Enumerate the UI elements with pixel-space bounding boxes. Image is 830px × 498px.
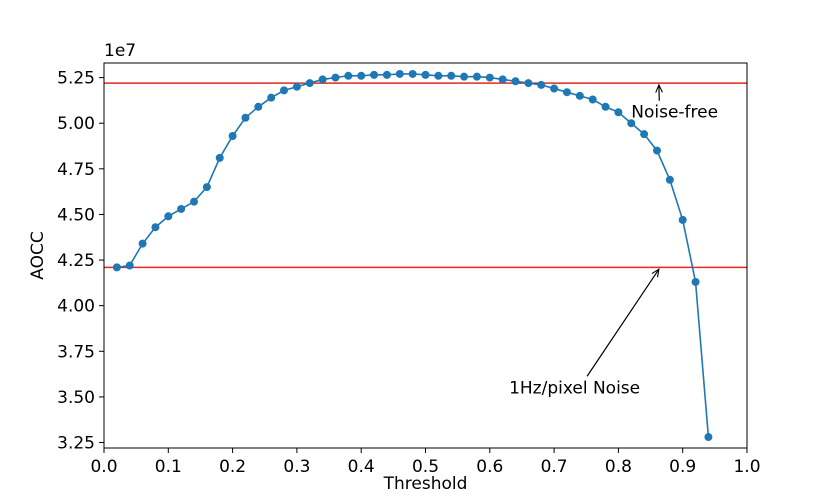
data-point [125,261,134,270]
x-tick-label: 1.0 [733,457,760,477]
data-point [537,80,546,89]
data-point [652,146,661,155]
x-tick-label: 0.7 [541,457,568,477]
data-point [241,113,250,122]
x-tick-label: 0.6 [476,457,503,477]
data-point [267,93,276,102]
annotation-layer: Noise-free 1Hz/pixel Noise [509,85,718,398]
annotation-label: 1Hz/pixel Noise [509,378,640,398]
data-point [202,183,211,192]
data-point [357,71,366,80]
data-point [254,102,263,111]
data-point [704,433,713,442]
data-point [164,212,173,221]
data-point [575,91,584,100]
data-point [215,153,224,162]
y-tick-label: 3.25 [57,434,95,454]
x-tick-label: 0.1 [155,457,182,477]
x-tick-label: 0.2 [219,457,246,477]
y-tick-label: 3.50 [57,388,95,408]
y-axis-label: AOCC [28,231,48,279]
data-point [665,175,674,184]
data-point [614,108,623,117]
y-tick-label: 4.75 [57,160,95,180]
data-point [280,86,289,95]
data-point [472,72,481,81]
y-axis-multiplier: 1e7 [104,41,136,61]
y-tick-label: 4.25 [57,251,95,271]
data-point [177,204,186,213]
y-tick-label: 4.00 [57,297,95,317]
data-point [640,130,649,139]
data-point [370,70,379,79]
data-point [228,131,237,140]
annotation-label: Noise-free [631,103,718,123]
data-point [588,95,597,104]
data-point [318,75,327,84]
annotation-arrow [586,269,659,377]
x-axis-label: Threshold [383,474,468,494]
x-tick-label: 0.4 [348,457,375,477]
data-point [408,69,417,78]
x-tick-label: 0.3 [283,457,310,477]
data-point [678,215,687,224]
data-point [395,69,404,78]
data-point [601,102,610,111]
reference-lines [104,82,747,269]
data-point [305,79,314,88]
data-point [511,77,520,86]
data-point [421,70,430,79]
data-point [447,71,456,80]
data-point [331,73,340,82]
y-axis: 3.25 3.50 3.75 4.00 4.25 4.50 4.75 5.00 5.25 [57,69,104,454]
y-tick-label: 4.50 [57,205,95,225]
y-tick-label: 5.00 [57,114,95,134]
x-tick-label: 0.0 [90,457,117,477]
data-point [485,73,494,82]
data-point [691,277,700,286]
data-point [151,223,160,232]
data-point [498,75,507,84]
x-axis: 0.0 0.1 0.2 0.3 0.4 0.5 0.6 0.7 0.8 0.9 1.0 [90,448,761,477]
data-point [190,197,199,206]
y-tick-label: 3.75 [57,342,95,362]
data-point [138,239,147,248]
data-point [627,119,636,128]
data-point [344,71,353,80]
y-tick-label: 5.25 [57,69,95,89]
x-tick-label: 0.5 [412,457,439,477]
x-tick-label: 0.8 [605,457,632,477]
data-point [524,79,533,88]
data-point [434,71,443,80]
data-point [460,72,469,81]
x-tick-label: 0.9 [669,457,696,477]
data-point [550,84,559,93]
data-point [112,263,121,272]
data-point [382,70,391,79]
data-point [562,88,571,97]
data-point [292,82,301,91]
series-layer [112,69,713,442]
